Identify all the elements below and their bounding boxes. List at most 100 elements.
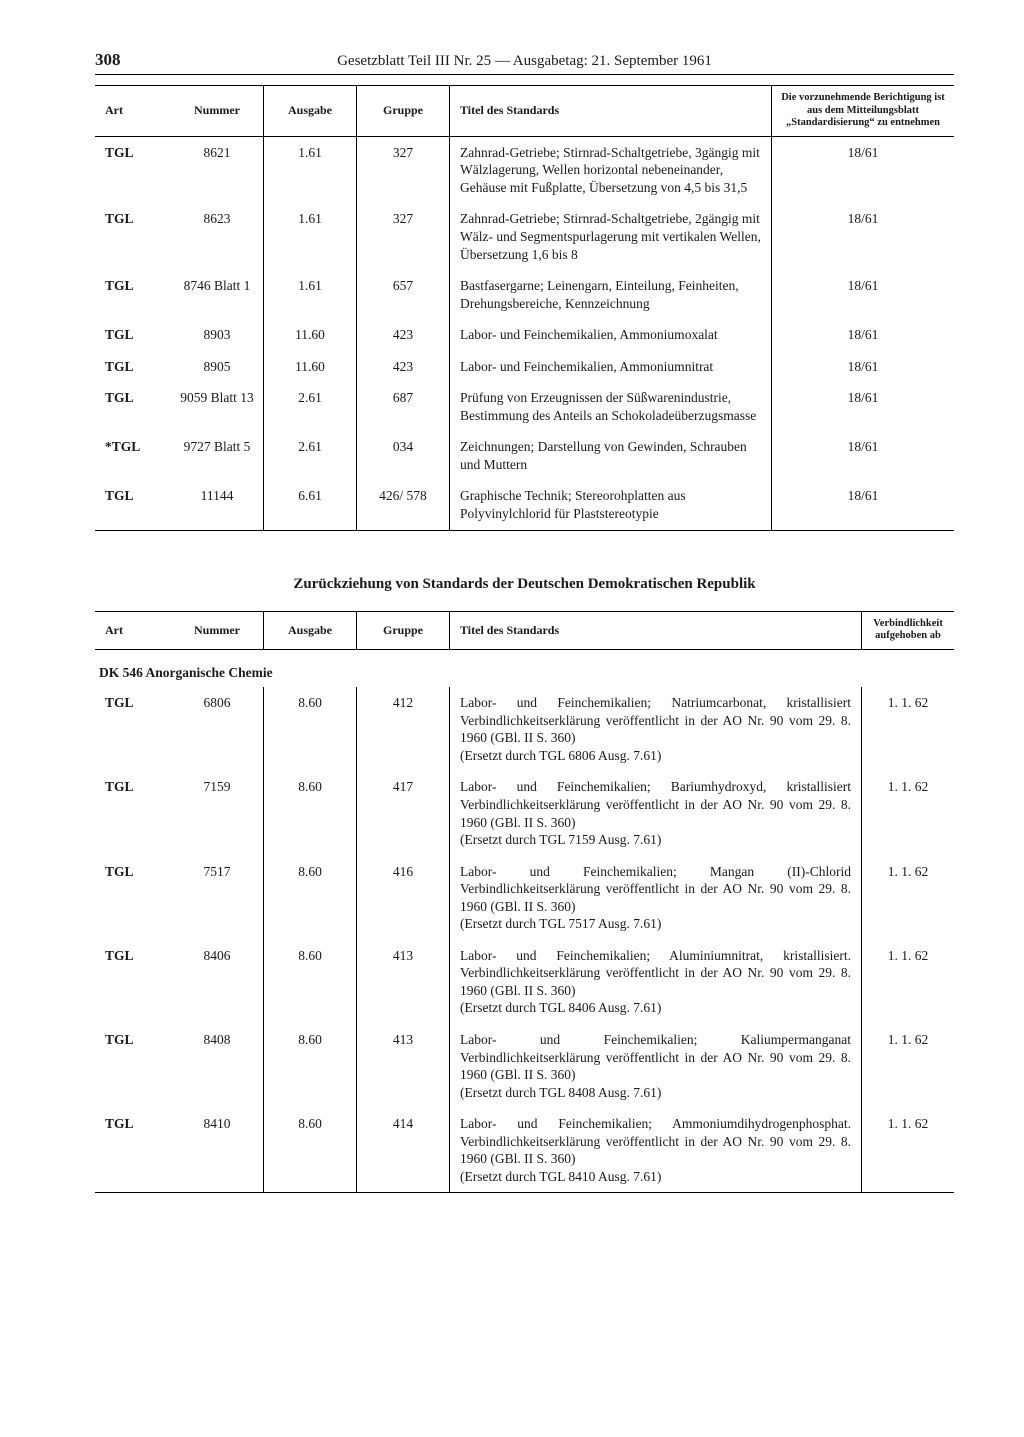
section-title-2: Zurückziehung von Standards der Deutsche… [95, 576, 954, 593]
cell-right: 1. 1. 62 [862, 771, 955, 855]
cell-art: TGL [95, 771, 171, 855]
table-row: TGL890511.60423Labor- und Feinchemikalie… [95, 351, 954, 383]
cell-titel: Zahnrad-Getriebe; Stirnrad-Schaltgetrieb… [450, 136, 772, 203]
cell-art: TGL [95, 856, 171, 940]
standards-table-2: Art Nummer Ausgabe Gruppe Titel des Stan… [95, 611, 954, 1194]
cell-art: TGL [95, 136, 171, 203]
th-gruppe: Gruppe [357, 86, 450, 137]
cell-nummer: 8746 Blatt 1 [171, 270, 264, 319]
cell-ausgabe: 6.61 [264, 480, 357, 530]
cell-art: TGL [95, 351, 171, 383]
cell-gruppe: 687 [357, 382, 450, 431]
cell-gruppe: 657 [357, 270, 450, 319]
cell-gruppe: 412 [357, 687, 450, 771]
th-nummer: Nummer [171, 86, 264, 137]
th-right: Die vorzunehmende Berichtigung ist aus d… [772, 86, 955, 137]
cell-gruppe: 416 [357, 856, 450, 940]
cell-nummer: 8406 [171, 940, 264, 1024]
cell-titel: Labor- und Feinchemikalien; Kaliumperman… [450, 1024, 862, 1108]
cell-art: TGL [95, 319, 171, 351]
cell-gruppe: 413 [357, 1024, 450, 1108]
cell-right: 18/61 [772, 270, 955, 319]
cell-titel: Zeichnungen; Darstellung von Gewinden, S… [450, 431, 772, 480]
page: 308 Gesetzblatt Teil III Nr. 25 — Ausgab… [0, 0, 1024, 1437]
cell-titel: Graphische Technik; Stereorohplatten aus… [450, 480, 772, 530]
cell-art: TGL [95, 382, 171, 431]
cell-ausgabe: 8.60 [264, 1108, 357, 1193]
th-ausgabe: Ausgabe [264, 86, 357, 137]
cell-right: 18/61 [772, 136, 955, 203]
cell-titel: Labor- und Feinchemikalien; Mangan (II)-… [450, 856, 862, 940]
cell-nummer: 7517 [171, 856, 264, 940]
cell-ausgabe: 1.61 [264, 203, 357, 270]
cell-ausgabe: 11.60 [264, 319, 357, 351]
cell-titel: Prüfung von Erzeugnissen der Süßwarenind… [450, 382, 772, 431]
cell-nummer: 8621 [171, 136, 264, 203]
table-row: TGL9059 Blatt 132.61687Prüfung von Erzeu… [95, 382, 954, 431]
th-titel: Titel des Standards [450, 86, 772, 137]
standards-table-1: Art Nummer Ausgabe Gruppe Titel des Stan… [95, 85, 954, 531]
cell-gruppe: 417 [357, 771, 450, 855]
cell-titel: Labor- und Feinchemikalien; Aluminiumnit… [450, 940, 862, 1024]
cell-ausgabe: 8.60 [264, 856, 357, 940]
cell-right: 1. 1. 62 [862, 940, 955, 1024]
table-row: TGL111446.61426/ 578Graphische Technik; … [95, 480, 954, 530]
cell-ausgabe: 2.61 [264, 431, 357, 480]
cell-right: 1. 1. 62 [862, 1024, 955, 1108]
th2-titel: Titel des Standards [450, 611, 862, 649]
th2-art: Art [95, 611, 171, 649]
cell-nummer: 8410 [171, 1108, 264, 1193]
category-row: DK 546 Anorganische Chemie [95, 649, 954, 687]
cell-gruppe: 327 [357, 136, 450, 203]
table-row: *TGL9727 Blatt 52.61034Zeichnungen; Dars… [95, 431, 954, 480]
cell-gruppe: 423 [357, 319, 450, 351]
cell-ausgabe: 1.61 [264, 270, 357, 319]
cell-ausgabe: 8.60 [264, 1024, 357, 1108]
cell-titel: Zahnrad-Getriebe; Stirnrad-Schaltgetrieb… [450, 203, 772, 270]
cell-ausgabe: 1.61 [264, 136, 357, 203]
th2-ausgabe: Ausgabe [264, 611, 357, 649]
table-row: TGL86211.61327Zahnrad-Getriebe; Stirnrad… [95, 136, 954, 203]
cell-right: 18/61 [772, 480, 955, 530]
cell-art: TGL [95, 940, 171, 1024]
cell-ausgabe: 8.60 [264, 687, 357, 771]
th2-right: Verbindlichkeit aufgehoben ab [862, 611, 955, 649]
cell-titel: Labor- und Feinchemikalien; Natriumcarbo… [450, 687, 862, 771]
cell-nummer: 9059 Blatt 13 [171, 382, 264, 431]
category-label: DK 546 Anorganische Chemie [95, 649, 954, 687]
table-row: TGL890311.60423Labor- und Feinchemikalie… [95, 319, 954, 351]
cell-right: 1. 1. 62 [862, 687, 955, 771]
cell-art: TGL [95, 687, 171, 771]
cell-ausgabe: 8.60 [264, 771, 357, 855]
th2-gruppe: Gruppe [357, 611, 450, 649]
cell-titel: Labor- und Feinchemikalien; Bariumhydrox… [450, 771, 862, 855]
cell-right: 18/61 [772, 382, 955, 431]
cell-ausgabe: 8.60 [264, 940, 357, 1024]
cell-titel: Labor- und Feinchemikalien; Ammoniumdihy… [450, 1108, 862, 1193]
th-art: Art [95, 86, 171, 137]
cell-titel: Labor- und Feinchemikalien, Ammoniumnitr… [450, 351, 772, 383]
cell-gruppe: 414 [357, 1108, 450, 1193]
cell-gruppe: 034 [357, 431, 450, 480]
cell-ausgabe: 11.60 [264, 351, 357, 383]
cell-art: TGL [95, 203, 171, 270]
table-row: TGL8746 Blatt 11.61657Bastfasergarne; Le… [95, 270, 954, 319]
cell-nummer: 8623 [171, 203, 264, 270]
cell-nummer: 9727 Blatt 5 [171, 431, 264, 480]
table-row: TGL84108.60414Labor- und Feinchemikalien… [95, 1108, 954, 1193]
cell-right: 1. 1. 62 [862, 856, 955, 940]
page-number: 308 [95, 50, 155, 70]
cell-art: TGL [95, 1108, 171, 1193]
header-title: Gesetzblatt Teil III Nr. 25 — Ausgabetag… [155, 53, 954, 70]
table-row: TGL75178.60416Labor- und Feinchemikalien… [95, 856, 954, 940]
cell-right: 18/61 [772, 431, 955, 480]
cell-gruppe: 423 [357, 351, 450, 383]
cell-gruppe: 327 [357, 203, 450, 270]
table-row: TGL71598.60417Labor- und Feinchemikalien… [95, 771, 954, 855]
page-header: 308 Gesetzblatt Teil III Nr. 25 — Ausgab… [95, 50, 954, 75]
cell-art: *TGL [95, 431, 171, 480]
cell-gruppe: 413 [357, 940, 450, 1024]
table-row: TGL86231.61327Zahnrad-Getriebe; Stirnrad… [95, 203, 954, 270]
table-row: TGL84088.60413Labor- und Feinchemikalien… [95, 1024, 954, 1108]
cell-nummer: 8903 [171, 319, 264, 351]
